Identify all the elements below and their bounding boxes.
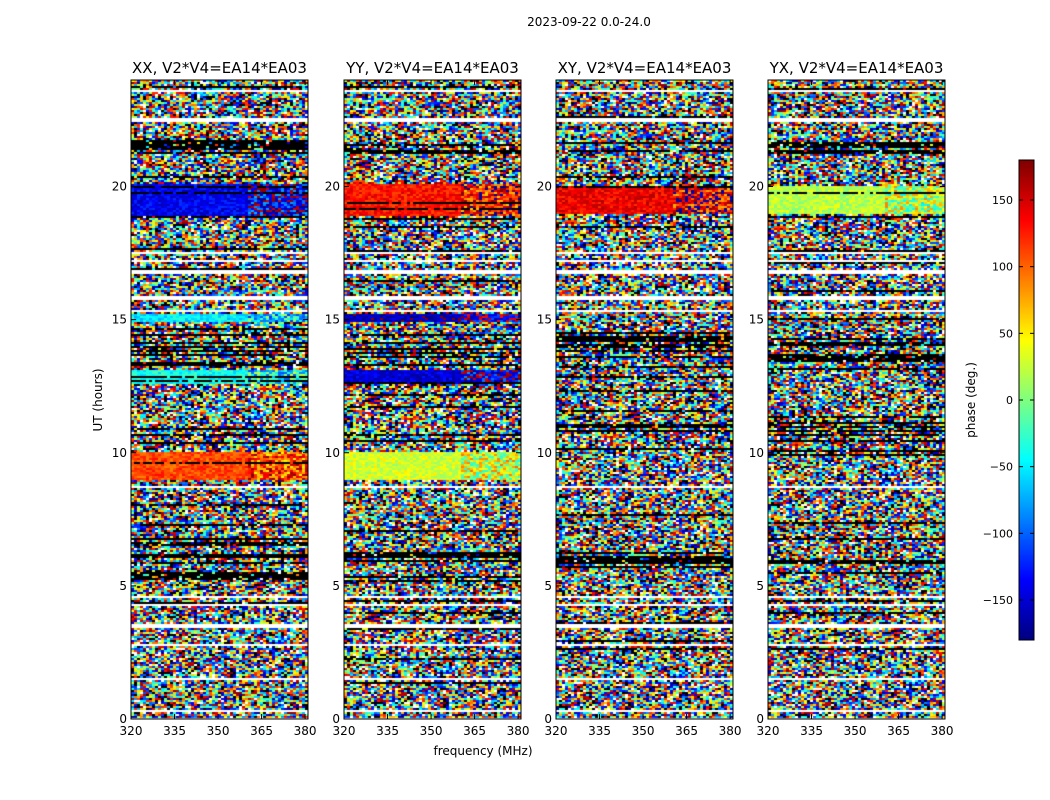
colorbar-tick-label: 0: [1006, 394, 1013, 407]
x-tick-label: 335: [588, 724, 611, 738]
y-tick-label: 15: [112, 313, 127, 327]
colorbar-tick-label: −50: [990, 461, 1013, 474]
y-tick-label: 0: [332, 712, 340, 726]
y-tick-label: 10: [112, 446, 127, 460]
x-tick-label: 380: [719, 724, 742, 738]
y-tick-label: 10: [325, 446, 340, 460]
y-tick-label: 5: [544, 579, 552, 593]
y-tick-label: 20: [325, 180, 340, 194]
x-tick-label: 335: [800, 724, 823, 738]
panel-yx-waterfall: [768, 80, 945, 719]
panel-frame: [767, 79, 946, 720]
panel-frame: [555, 79, 734, 720]
panel-xy: XY, V2*V4=EA14*EA03 320 335 350 365 380 0 5 10 15…: [537, 59, 742, 738]
y-tick-label: 20: [749, 180, 764, 194]
x-tick-label: 380: [294, 724, 317, 738]
panel-xy-waterfall: [556, 80, 733, 719]
y-tick-label: 20: [537, 180, 552, 194]
panel-title: YX, V2*V4=EA14*EA03: [769, 59, 944, 77]
x-tick-label: 365: [250, 724, 273, 738]
y-tick-label: 15: [749, 313, 764, 327]
y-tick-label: 20: [112, 180, 127, 194]
x-tick-label: 380: [931, 724, 954, 738]
x-tick-label: 350: [420, 724, 443, 738]
x-tick-label: 320: [545, 724, 568, 738]
x-tick-label: 320: [120, 724, 143, 738]
x-tick-label: 380: [507, 724, 530, 738]
panels-group: XX, V2*V4=EA14*EA03 320 335 350 365 380 0 5 10 15…: [112, 59, 954, 738]
y-tick-label: 15: [537, 313, 552, 327]
colorbar-tick-label: 50: [999, 327, 1013, 340]
panel-xx-waterfall: [131, 80, 308, 719]
y-tick-label: 0: [544, 712, 552, 726]
panel-frame: [343, 79, 522, 720]
panel-yy: YY, V2*V4=EA14*EA03 320 335 350 365 380 0 5 10 15…: [325, 59, 530, 738]
panel-title: XY, V2*V4=EA14*EA03: [558, 59, 732, 77]
y-tick-label: 10: [749, 446, 764, 460]
colorbar-gradient: [1019, 160, 1034, 640]
x-tick-label: 320: [757, 724, 780, 738]
y-tick-label: 10: [537, 446, 552, 460]
colorbar-tick-label: 150: [992, 194, 1013, 207]
x-tick-label: 365: [887, 724, 910, 738]
y-tick-label: 0: [119, 712, 127, 726]
y-tick-label: 15: [325, 313, 340, 327]
x-axis-label: frequency (MHz): [433, 744, 532, 758]
y-tick-label: 5: [332, 579, 340, 593]
x-tick-label: 320: [333, 724, 356, 738]
y-tick-label: 0: [756, 712, 764, 726]
y-tick-label: 5: [756, 579, 764, 593]
x-tick-label: 350: [632, 724, 655, 738]
panel-frame: [130, 79, 309, 720]
x-tick-label: 365: [463, 724, 486, 738]
panel-yx: YX, V2*V4=EA14*EA03 320 335 350 365 380 0 5 10 15…: [749, 59, 954, 738]
figure-suptitle: 2023-09-22 0.0-24.0: [527, 15, 651, 29]
x-tick-label: 350: [207, 724, 230, 738]
colorbar-tick-label: −100: [983, 527, 1013, 540]
x-tick-label: 365: [675, 724, 698, 738]
colorbar-tick-label: 100: [992, 261, 1013, 274]
y-axis-label: UT (hours): [91, 368, 105, 431]
colorbar-tick-label: −150: [983, 594, 1013, 607]
colorbar: 150 100 50 0 −50 −100 −150: [983, 159, 1035, 641]
panel-xx: XX, V2*V4=EA14*EA03 320 335 350 365 380 0 5 10 15…: [112, 59, 317, 738]
colorbar-label: phase (deg.): [964, 362, 978, 438]
panel-title: YY, V2*V4=EA14*EA03: [345, 59, 519, 77]
x-tick-label: 335: [163, 724, 186, 738]
panel-title: XX, V2*V4=EA14*EA03: [132, 59, 307, 77]
panel-yy-waterfall: [344, 80, 521, 719]
x-tick-label: 335: [376, 724, 399, 738]
y-tick-label: 5: [119, 579, 127, 593]
x-tick-label: 350: [844, 724, 867, 738]
